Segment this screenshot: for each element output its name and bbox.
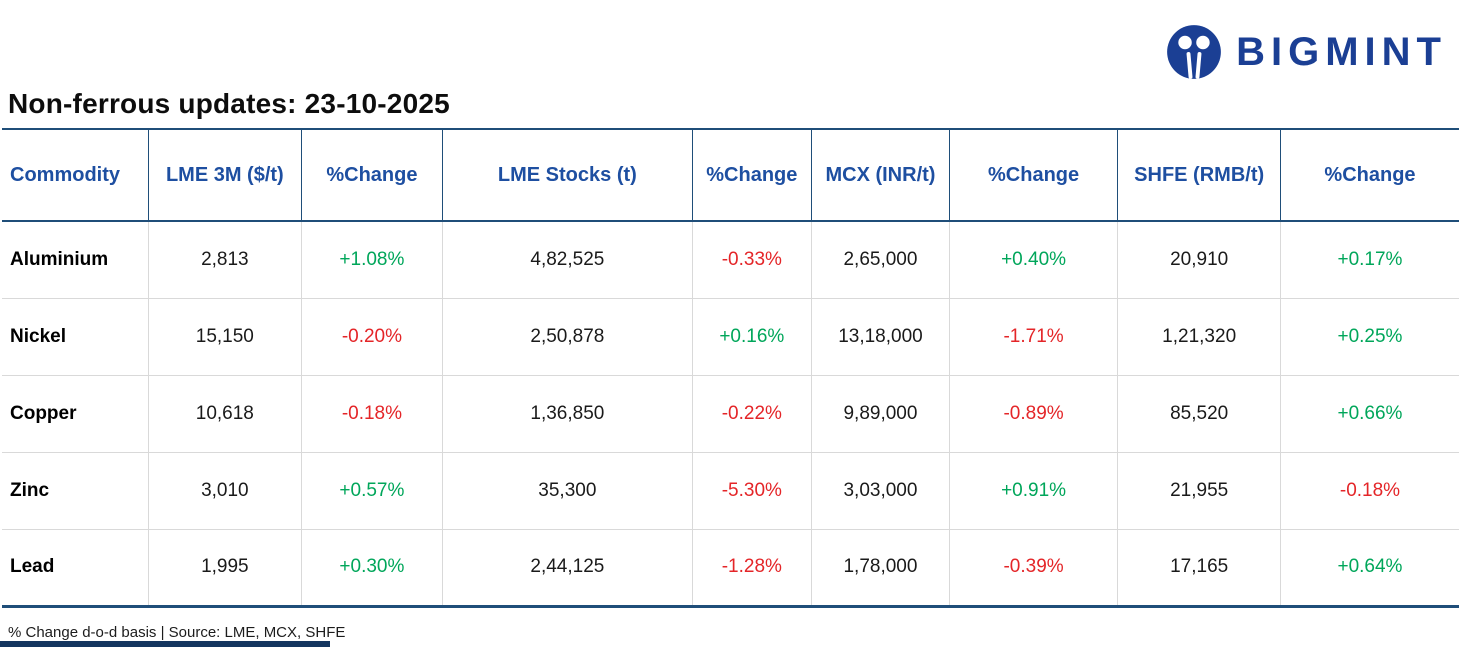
lme-3m-t-cell: 3,010: [148, 451, 302, 529]
commodity-cell: Aluminium: [2, 221, 149, 298]
mcx-inr-t-change-cell: -1.71%: [948, 297, 1118, 375]
lme-stocks-t-cell: 2,44,125: [442, 528, 693, 606]
mcx-inr-t-cell: 3,03,000: [811, 451, 950, 529]
lme-stocks-t-cell: 2,50,878: [442, 297, 693, 375]
lme-3m-t-change-cell: +0.57%: [300, 451, 443, 529]
column-header-change-6: %Change: [948, 129, 1118, 222]
table-row-aluminium: Aluminium 2,813 +1.08% 4,82,525 -0.33% 2,65,0…: [2, 221, 1459, 298]
bottom-accent-bar: [0, 641, 330, 647]
lme-stocks-t-cell: 4,82,525: [442, 221, 693, 298]
lme-stocks-t-change-cell: +0.16%: [691, 297, 812, 375]
shfe-rmb-t-change-cell: +0.64%: [1279, 528, 1459, 606]
mcx-inr-t-cell: 13,18,000: [811, 297, 950, 375]
shfe-rmb-t-cell: 21,955: [1117, 451, 1281, 529]
column-header-commodity-0: Commodity: [2, 129, 149, 222]
lme-stocks-t-change-cell: -0.33%: [691, 221, 812, 298]
column-header-shfe-rmb-t-7: SHFE (RMB/t): [1117, 129, 1281, 222]
shfe-rmb-t-cell: 85,520: [1117, 374, 1281, 452]
table-row-nickel: Nickel 15,150 -0.20% 2,50,878 +0.16% 13,18,00…: [2, 297, 1459, 375]
shfe-rmb-t-change-cell: +0.25%: [1279, 297, 1459, 375]
table-body: Aluminium 2,813 +1.08% 4,82,525 -0.33% 2,65,0…: [2, 221, 1459, 606]
table-row-zinc: Zinc 3,010 +0.57% 35,300 -5.30% 3,03,000 +0.91…: [2, 451, 1459, 529]
lme-3m-t-change-cell: -0.20%: [300, 297, 443, 375]
column-header-mcx-inr-t-5: MCX (INR/t): [811, 129, 950, 222]
table-row-copper: Copper 10,618 -0.18% 1,36,850 -0.22% 9,89,000…: [2, 374, 1459, 452]
footnote: % Change d-o-d basis | Source: LME, MCX,…: [8, 624, 346, 641]
commodity-cell: Lead: [2, 528, 149, 606]
shfe-rmb-t-change-cell: -0.18%: [1279, 451, 1459, 529]
shfe-rmb-t-cell: 20,910: [1117, 221, 1281, 298]
table-row-lead: Lead 1,995 +0.30% 2,44,125 -1.28% 1,78,000 -0.…: [2, 528, 1459, 606]
mcx-inr-t-change-cell: -0.89%: [948, 374, 1118, 452]
shfe-rmb-t-change-cell: +0.17%: [1279, 221, 1459, 298]
mcx-inr-t-change-cell: +0.40%: [948, 221, 1118, 298]
mcx-inr-t-cell: 1,78,000: [811, 528, 950, 606]
column-header-change-8: %Change: [1279, 129, 1459, 222]
shfe-rmb-t-cell: 17,165: [1117, 528, 1281, 606]
column-header-lme-3m-t-1: LME 3M ($/t): [148, 129, 302, 222]
bigmint-logo: BIGMINT: [1166, 24, 1447, 80]
lme-stocks-t-cell: 35,300: [442, 451, 693, 529]
lme-stocks-t-change-cell: -1.28%: [691, 528, 812, 606]
lme-stocks-t-change-cell: -0.22%: [691, 374, 812, 452]
lme-3m-t-cell: 1,995: [148, 528, 302, 606]
non-ferrous-table: Commodity LME 3M ($/t) %Change LME Stocks (…: [2, 128, 1459, 608]
table-header-row: Commodity LME 3M ($/t) %Change LME Stocks (…: [2, 129, 1459, 222]
lme-stocks-t-change-cell: -5.30%: [691, 451, 812, 529]
lme-3m-t-cell: 15,150: [148, 297, 302, 375]
column-header-lme-stocks-t-3: LME Stocks (t): [442, 129, 693, 222]
column-header-change-2: %Change: [300, 129, 443, 222]
shfe-rmb-t-cell: 1,21,320: [1117, 297, 1281, 375]
brand-name: BIGMINT: [1236, 30, 1447, 74]
commodity-cell: Zinc: [2, 451, 149, 529]
mcx-inr-t-change-cell: +0.91%: [948, 451, 1118, 529]
commodity-cell: Copper: [2, 374, 149, 452]
lme-3m-t-change-cell: -0.18%: [300, 374, 443, 452]
bigmint-logo-icon: [1167, 25, 1222, 79]
lme-3m-t-cell: 10,618: [148, 374, 302, 452]
mcx-inr-t-cell: 2,65,000: [811, 221, 950, 298]
mcx-inr-t-change-cell: -0.39%: [948, 528, 1118, 606]
lme-3m-t-change-cell: +1.08%: [300, 221, 443, 298]
page-title: Non-ferrous updates: 23-10-2025: [8, 88, 450, 119]
lme-3m-t-cell: 2,813: [148, 221, 302, 298]
shfe-rmb-t-change-cell: +0.66%: [1279, 374, 1459, 452]
commodity-cell: Nickel: [2, 297, 149, 375]
lme-stocks-t-cell: 1,36,850: [442, 374, 693, 452]
table-header: Commodity LME 3M ($/t) %Change LME Stocks (…: [2, 129, 1459, 222]
mcx-inr-t-cell: 9,89,000: [811, 374, 950, 452]
lme-3m-t-change-cell: +0.30%: [300, 528, 443, 606]
column-header-change-4: %Change: [691, 129, 812, 222]
page-header: BIGMINT Non-ferrous updates: 23-10-2025: [0, 0, 1461, 128]
